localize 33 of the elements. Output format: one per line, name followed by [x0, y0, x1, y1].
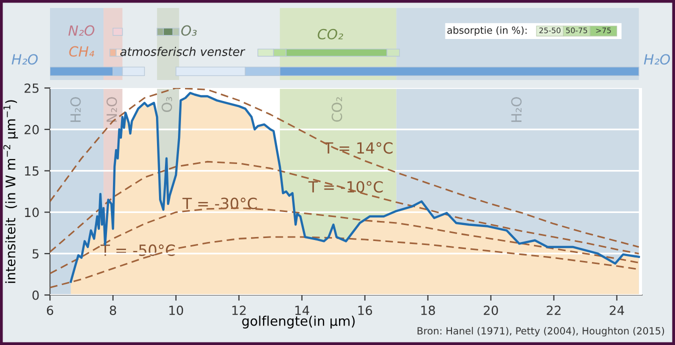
text: H₂O	[644, 54, 670, 65]
x-tick-label: 6	[46, 306, 54, 316]
x-tick-label: 14	[295, 306, 310, 315]
x-tick-label: 12	[232, 306, 246, 315]
x-tick-label: 10	[169, 306, 184, 316]
band-label: CO₂	[332, 97, 342, 122]
x-axis-title: golflengte(in µm)	[242, 316, 355, 328]
text: N₂O	[68, 25, 94, 36]
series-label: T = -10°C	[308, 181, 383, 193]
y-tick-label: 10	[25, 208, 39, 218]
text: O₃	[181, 25, 197, 36]
band-label: N₂O	[106, 97, 118, 122]
x-tick-label: 20	[484, 306, 498, 316]
x-tick-label: 24	[610, 306, 624, 315]
x-tick-label: 22	[546, 306, 561, 315]
y-tick-label: 0	[32, 290, 39, 300]
y-axis-title: intensiteit (in W m$^{−2}$ µm$^{−1}$)	[3, 100, 18, 283]
text: atmosferisch venster	[120, 46, 246, 56]
band-label: H₂O	[70, 97, 81, 122]
text: absorptie (in %):	[447, 26, 527, 36]
band-label: H₂O	[511, 97, 522, 122]
y-tick-label: 5	[32, 249, 38, 259]
text: CO₂	[318, 28, 344, 40]
x-tick-label: 16	[358, 306, 372, 316]
text: Bron: Hanel (1971), Petty (2004), Houghton (2015)	[418, 326, 664, 336]
x-tick-label: 8	[110, 306, 116, 316]
y-tick-label: 20	[24, 124, 39, 134]
text: H₂O	[12, 54, 38, 65]
y-tick-label: 25	[24, 83, 38, 93]
y-tick-label: 15	[25, 166, 38, 176]
x-tick-label: 18	[421, 306, 435, 316]
line-series	[50, 160, 640, 254]
text: CH₄	[69, 46, 94, 57]
